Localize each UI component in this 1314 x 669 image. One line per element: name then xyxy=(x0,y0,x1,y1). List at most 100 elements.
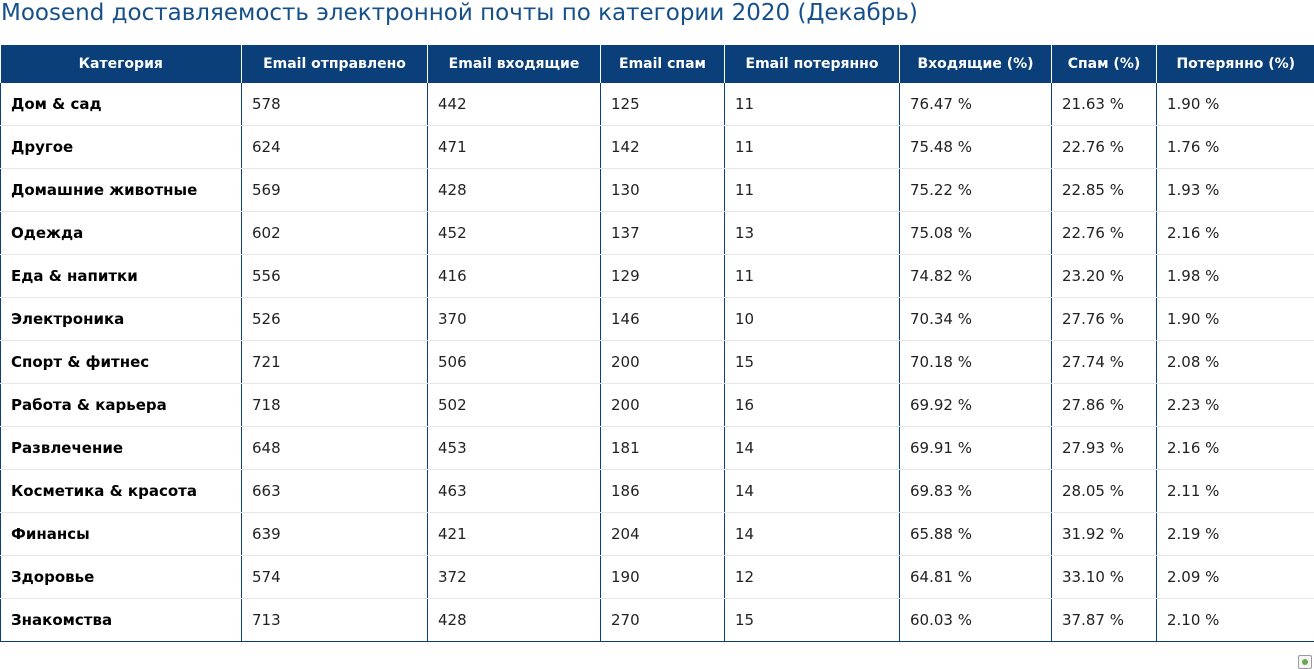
header-emails-sent: Email отправлено xyxy=(241,45,428,83)
cell-emails-inbox: 442 xyxy=(427,83,601,126)
cell-category: Другое xyxy=(0,125,242,169)
cell-emails-inbox: 370 xyxy=(427,297,601,341)
cell-emails-spam: 129 xyxy=(600,254,725,298)
cell-emails-spam: 200 xyxy=(600,383,725,427)
cell-emails-spam: 186 xyxy=(600,469,725,513)
cell-inbox-percent: 76.47 % xyxy=(899,83,1052,126)
cell-emails-sent: 624 xyxy=(241,125,428,169)
cell-emails-lost: 15 xyxy=(724,340,900,384)
cell-spam-percent: 22.85 % xyxy=(1051,168,1157,212)
cell-emails-inbox: 428 xyxy=(427,168,601,212)
cell-emails-inbox: 428 xyxy=(427,598,601,642)
cell-emails-spam: 190 xyxy=(600,555,725,599)
cell-inbox-percent: 70.18 % xyxy=(899,340,1052,384)
cell-emails-lost: 10 xyxy=(724,297,900,341)
cell-inbox-percent: 69.91 % xyxy=(899,426,1052,470)
table-row: Дом & сад 578 442 125 11 76.47 % 21.63 % 1.90 % xyxy=(0,83,1314,126)
cell-inbox-percent: 64.81 % xyxy=(899,555,1052,599)
cell-emails-inbox: 372 xyxy=(427,555,601,599)
cell-inbox-percent: 69.83 % xyxy=(899,469,1052,513)
header-category: Категория xyxy=(0,45,242,83)
table-row: Электроника 526 370 146 10 70.34 % 27.76 % 1.90… xyxy=(0,297,1314,341)
cell-emails-sent: 648 xyxy=(241,426,428,470)
cell-emails-spam: 125 xyxy=(600,83,725,126)
broken-image-icon xyxy=(1298,655,1312,669)
cell-spam-percent: 33.10 % xyxy=(1051,555,1157,599)
cell-emails-sent: 574 xyxy=(241,555,428,599)
cell-category: Развлечение xyxy=(0,426,242,470)
cell-emails-spam: 270 xyxy=(600,598,725,642)
table-row: Знакомства 713 428 270 15 60.03 % 37.87 % 2.10 … xyxy=(0,598,1314,642)
cell-spam-percent: 37.87 % xyxy=(1051,598,1157,642)
cell-emails-sent: 713 xyxy=(241,598,428,642)
cell-category: Косметика & красота xyxy=(0,469,242,513)
table-row: Финансы 639 421 204 14 65.88 % 31.92 % 2.19 % xyxy=(0,512,1314,556)
cell-inbox-percent: 75.08 % xyxy=(899,211,1052,255)
cell-inbox-percent: 69.92 % xyxy=(899,383,1052,427)
cell-emails-lost: 11 xyxy=(724,254,900,298)
cell-lost-percent: 2.08 % xyxy=(1156,340,1314,384)
cell-inbox-percent: 74.82 % xyxy=(899,254,1052,298)
cell-emails-lost: 11 xyxy=(724,168,900,212)
cell-lost-percent: 2.11 % xyxy=(1156,469,1314,513)
table-row: Здоровье 574 372 190 12 64.81 % 33.10 % 2.09 % xyxy=(0,555,1314,599)
cell-emails-inbox: 452 xyxy=(427,211,601,255)
cell-lost-percent: 2.16 % xyxy=(1156,211,1314,255)
cell-emails-lost: 14 xyxy=(724,512,900,556)
cell-inbox-percent: 60.03 % xyxy=(899,598,1052,642)
cell-emails-spam: 146 xyxy=(600,297,725,341)
cell-inbox-percent: 70.34 % xyxy=(899,297,1052,341)
cell-emails-sent: 526 xyxy=(241,297,428,341)
cell-lost-percent: 1.76 % xyxy=(1156,125,1314,169)
cell-emails-lost: 12 xyxy=(724,555,900,599)
cell-emails-sent: 639 xyxy=(241,512,428,556)
cell-emails-inbox: 506 xyxy=(427,340,601,384)
cell-lost-percent: 1.90 % xyxy=(1156,83,1314,126)
cell-lost-percent: 1.90 % xyxy=(1156,297,1314,341)
table-row: Еда & напитки 556 416 129 11 74.82 % 23.20 % 1.… xyxy=(0,254,1314,298)
cell-emails-spam: 142 xyxy=(600,125,725,169)
cell-inbox-percent: 65.88 % xyxy=(899,512,1052,556)
cell-emails-lost: 13 xyxy=(724,211,900,255)
cell-spam-percent: 31.92 % xyxy=(1051,512,1157,556)
cell-emails-lost: 15 xyxy=(724,598,900,642)
cell-category: Еда & напитки xyxy=(0,254,242,298)
cell-lost-percent: 1.93 % xyxy=(1156,168,1314,212)
cell-emails-sent: 602 xyxy=(241,211,428,255)
header-emails-inbox: Email входящие xyxy=(427,45,601,83)
table-body: Дом & сад 578 442 125 11 76.47 % 21.63 % 1.90 %… xyxy=(0,83,1314,642)
cell-emails-spam: 204 xyxy=(600,512,725,556)
cell-spam-percent: 27.76 % xyxy=(1051,297,1157,341)
cell-spam-percent: 27.93 % xyxy=(1051,426,1157,470)
cell-lost-percent: 2.19 % xyxy=(1156,512,1314,556)
table-row: Домашние животные 569 428 130 11 75.22 % 22.85… xyxy=(0,168,1314,212)
cell-emails-sent: 721 xyxy=(241,340,428,384)
cell-emails-inbox: 416 xyxy=(427,254,601,298)
table-row: Одежда 602 452 137 13 75.08 % 22.76 % 2.16 % xyxy=(0,211,1314,255)
cell-lost-percent: 2.10 % xyxy=(1156,598,1314,642)
cell-inbox-percent: 75.22 % xyxy=(899,168,1052,212)
table-row: Спорт & фитнес 721 506 200 15 70.18 % 27.74 % 2… xyxy=(0,340,1314,384)
cell-category: Здоровье xyxy=(0,555,242,599)
cell-emails-lost: 11 xyxy=(724,125,900,169)
table-row: Работа & карьера 718 502 200 16 69.92 % 27.86 … xyxy=(0,383,1314,427)
cell-category: Домашние животные xyxy=(0,168,242,212)
cell-category: Электроника xyxy=(0,297,242,341)
cell-emails-sent: 556 xyxy=(241,254,428,298)
table-row: Развлечение 648 453 181 14 69.91 % 27.93 % 2.16… xyxy=(0,426,1314,470)
cell-emails-lost: 14 xyxy=(724,426,900,470)
cell-emails-sent: 718 xyxy=(241,383,428,427)
cell-lost-percent: 2.23 % xyxy=(1156,383,1314,427)
header-spam-percent: Спам (%) xyxy=(1051,45,1157,83)
cell-emails-sent: 578 xyxy=(241,83,428,126)
cell-emails-lost: 11 xyxy=(724,83,900,126)
table-row: Другое 624 471 142 11 75.48 % 22.76 % 1.76 % xyxy=(0,125,1314,169)
cell-emails-inbox: 421 xyxy=(427,512,601,556)
cell-category: Спорт & фитнес xyxy=(0,340,242,384)
cell-lost-percent: 2.09 % xyxy=(1156,555,1314,599)
header-lost-percent: Потерянно (%) xyxy=(1156,45,1314,83)
cell-emails-inbox: 502 xyxy=(427,383,601,427)
cell-emails-spam: 181 xyxy=(600,426,725,470)
cell-emails-spam: 130 xyxy=(600,168,725,212)
header-emails-spam: Email спам xyxy=(600,45,725,83)
